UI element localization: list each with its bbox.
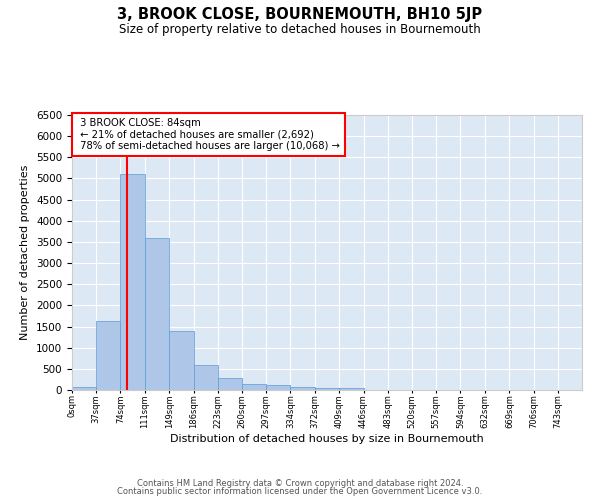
Bar [218,378,242,390]
X-axis label: Distribution of detached houses by size in Bournemouth: Distribution of detached houses by size … [170,434,484,444]
Bar [145,238,169,390]
Bar [315,388,340,390]
Bar [121,174,145,390]
Text: 3, BROOK CLOSE, BOURNEMOUTH, BH10 5JP: 3, BROOK CLOSE, BOURNEMOUTH, BH10 5JP [118,8,482,22]
Text: Contains public sector information licensed under the Open Government Licence v3: Contains public sector information licen… [118,487,482,496]
Bar [242,384,266,390]
Bar [290,387,314,390]
Bar [72,387,96,390]
Text: 3 BROOK CLOSE: 84sqm
 ← 21% of detached houses are smaller (2,692)
 78% of semi-: 3 BROOK CLOSE: 84sqm ← 21% of detached h… [77,118,340,151]
Bar [266,386,290,390]
Bar [96,320,121,390]
Bar [169,331,194,390]
Text: Size of property relative to detached houses in Bournemouth: Size of property relative to detached ho… [119,22,481,36]
Bar [340,388,364,390]
Y-axis label: Number of detached properties: Number of detached properties [20,165,31,340]
Text: Contains HM Land Registry data © Crown copyright and database right 2024.: Contains HM Land Registry data © Crown c… [137,478,463,488]
Bar [194,366,218,390]
